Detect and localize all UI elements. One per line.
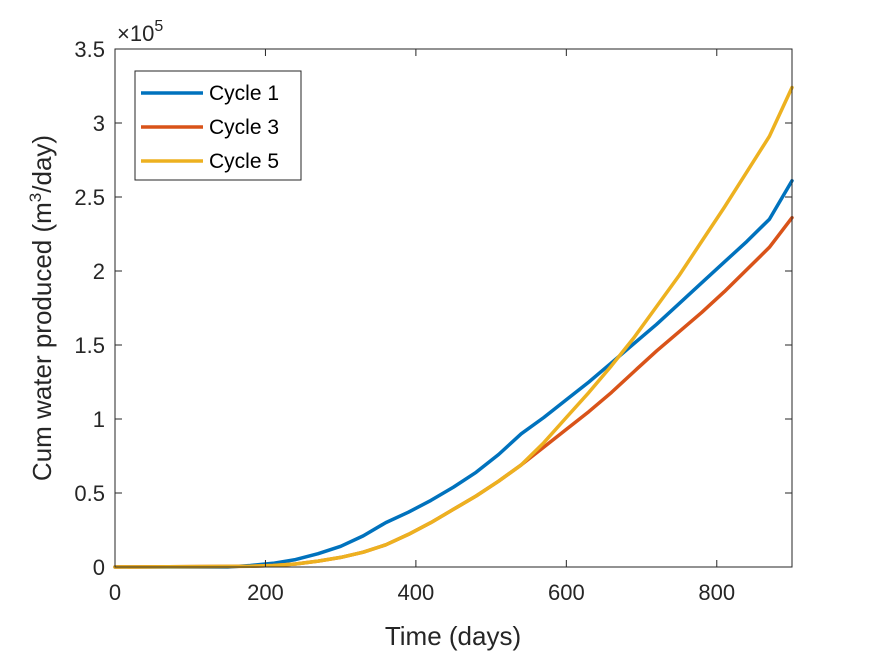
legend: Cycle 1 Cycle 3 Cycle 5 bbox=[134, 70, 302, 181]
y-tick-label: 1.5 bbox=[74, 333, 105, 358]
y-tick-label: 1 bbox=[93, 407, 105, 432]
plot-frame bbox=[114, 48, 793, 568]
x-tick-label: 0 bbox=[109, 580, 121, 605]
y-axis-multiplier-base: ×10 bbox=[117, 21, 154, 46]
y-axis-multiplier: ×105 bbox=[117, 18, 163, 46]
legend-label-cycle-3: Cycle 3 bbox=[209, 116, 279, 139]
y-axis-title: Cum water produced (m3/day) bbox=[26, 135, 57, 481]
y-tick-label: 0 bbox=[93, 555, 105, 580]
x-axis-title: Time (days) bbox=[385, 621, 521, 651]
legend-label-cycle-5: Cycle 5 bbox=[209, 150, 279, 173]
y-axis-ticks: 0 0.5 1 1.5 2 2.5 3 3.5 bbox=[74, 37, 792, 580]
y-tick-label: 3.5 bbox=[74, 37, 105, 62]
y-tick-label: 2.5 bbox=[74, 185, 105, 210]
x-tick-label: 400 bbox=[398, 580, 435, 605]
y-axis-title-main: Cum water produced (m bbox=[27, 202, 57, 481]
legend-label-cycle-1: Cycle 1 bbox=[209, 82, 279, 105]
y-axis-multiplier-exponent: 5 bbox=[154, 18, 163, 35]
y-tick-label: 3 bbox=[93, 111, 105, 136]
y-tick-label: 0.5 bbox=[74, 481, 105, 506]
plot-border bbox=[114, 48, 793, 568]
y-axis-title-superscript: 3 bbox=[26, 193, 45, 202]
x-tick-label: 200 bbox=[247, 580, 284, 605]
x-axis-ticks: 0 200 400 600 800 bbox=[109, 49, 735, 605]
x-tick-label: 800 bbox=[698, 580, 735, 605]
y-tick-label: 2 bbox=[93, 259, 105, 284]
series-layer bbox=[113, 85, 794, 569]
series-line-cycle-1 bbox=[113, 178, 794, 569]
series-line-cycle-5 bbox=[113, 85, 794, 569]
y-axis-title-tail: /day) bbox=[27, 135, 57, 193]
x-tick-label: 600 bbox=[548, 580, 585, 605]
